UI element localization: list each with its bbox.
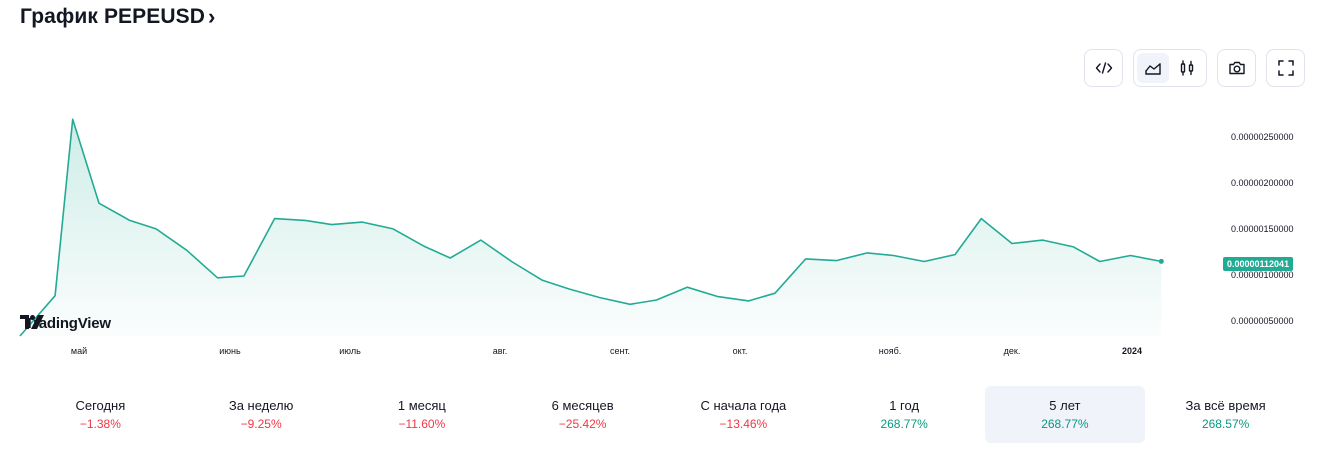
area-chart-icon: [1145, 63, 1161, 75]
series-line: [19, 118, 1162, 337]
time-axis-label: май: [70, 346, 88, 356]
period-label: С начала года: [700, 398, 787, 413]
period-change: −11.60%: [398, 417, 446, 431]
period-label: 5 лет: [1049, 398, 1081, 413]
chevron-right-icon: ›: [208, 4, 216, 29]
period-5-years[interactable]: 5 лет 268.77%: [984, 386, 1146, 443]
period-ytd[interactable]: С начала года −13.46%: [663, 386, 824, 443]
candles-chart-icon: [1180, 60, 1194, 76]
period-all-time[interactable]: За всё время 268.57%: [1145, 386, 1306, 443]
area-fill: [20, 119, 1162, 336]
embed-code-button[interactable]: [1084, 49, 1123, 87]
price-axis-label: 0.00000050000: [1231, 316, 1294, 326]
period-1-month[interactable]: 1 месяц −11.60%: [342, 386, 503, 443]
page-title: График PEPEUSD: [20, 5, 206, 28]
embed-code-icon: [1095, 62, 1112, 74]
time-axis-label: нояб.: [878, 346, 902, 356]
tradingview-logo-icon: [20, 315, 44, 329]
candles-chart-button[interactable]: [1171, 53, 1203, 83]
tradingview-logo[interactable]: TradingView: [20, 315, 111, 332]
logo-text: TradingView: [25, 315, 111, 332]
period-label: 6 месяцев: [551, 398, 614, 413]
period-selector: Сегодня −1.38% За неделю −9.25% 1 месяц …: [20, 386, 1306, 443]
period-change: 268.57%: [1201, 417, 1250, 431]
time-axis-label: июль: [339, 346, 361, 356]
fullscreen-icon: [1277, 60, 1294, 76]
time-axis-label: окт.: [732, 346, 748, 356]
last-point-marker: [1158, 258, 1164, 264]
area-chart-button[interactable]: [1137, 53, 1169, 83]
period-change: −9.25%: [240, 417, 282, 431]
price-axis-label: 0.00000100000: [1231, 270, 1294, 280]
period-change: 268.77%: [1041, 417, 1089, 431]
time-axis-label: дек.: [1003, 346, 1021, 356]
period-label: 1 год: [889, 398, 920, 413]
period-change: 268.77%: [880, 417, 928, 431]
period-6-months[interactable]: 6 месяцев −25.42%: [502, 386, 663, 443]
period-label: За всё время: [1185, 398, 1266, 413]
area-chart-plot: [19, 118, 1164, 337]
chart-title-link[interactable]: График PEPEUSD ›: [20, 4, 215, 30]
price-axis-label: 0.00000200000: [1231, 178, 1294, 188]
period-label: Сегодня: [75, 398, 126, 413]
fullscreen-button[interactable]: [1266, 49, 1305, 87]
last-price-badge: 0.00000112041: [1223, 257, 1294, 271]
time-axis-label: 2024: [1121, 346, 1143, 356]
camera-icon: [1228, 61, 1245, 75]
price-axis-label: 0.00000250000: [1231, 132, 1294, 142]
chart-type-switcher: [1133, 49, 1207, 87]
time-axis-label: авг.: [492, 346, 508, 356]
period-change: −25.42%: [558, 417, 607, 431]
period-label: За неделю: [228, 398, 294, 413]
period-change: −13.46%: [719, 417, 768, 431]
time-axis-label: июнь: [219, 346, 241, 356]
time-axis-label: сент.: [609, 346, 631, 356]
period-week[interactable]: За неделю −9.25%: [181, 386, 342, 443]
price-axis-label: 0.00000150000: [1231, 224, 1294, 234]
period-change: −1.38%: [79, 417, 121, 431]
period-label: 1 месяц: [397, 398, 446, 413]
period-today[interactable]: Сегодня −1.38%: [20, 386, 181, 443]
snapshot-button[interactable]: [1217, 49, 1256, 87]
period-1-year[interactable]: 1 год 268.77%: [824, 386, 985, 443]
price-chart[interactable]: 0.00000250000 0.00000200000 0.0000015000…: [0, 90, 1326, 370]
